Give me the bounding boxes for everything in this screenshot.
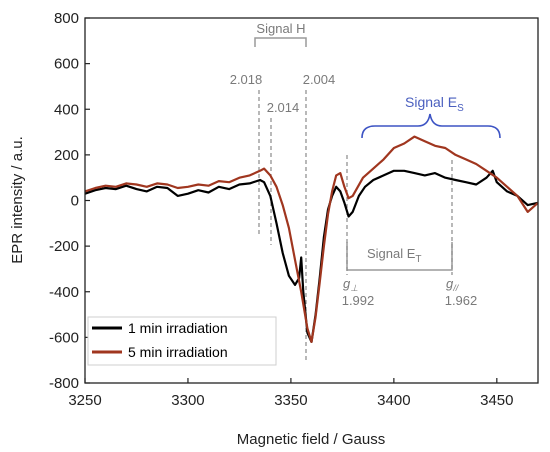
signal-h-label: Signal H	[256, 21, 305, 36]
series-5min-line	[84, 135, 539, 343]
g2014-label: 2.014	[267, 100, 300, 115]
signal-h-bracket	[254, 37, 307, 47]
signal-es-label: Signal ES	[405, 94, 464, 114]
y-tick-label: -400	[49, 284, 79, 301]
legend-label-5min: 5 min irradiation	[128, 344, 228, 360]
y-tick-label: 600	[54, 56, 79, 73]
g-perp-value: 1.992	[342, 293, 375, 308]
legend-box	[87, 316, 277, 366]
x-tick-label: 3250	[68, 392, 101, 409]
y-tick-label: -600	[49, 329, 79, 346]
annotation-group: Signal H 2.018 2.014 2.004 Signal ES Sig…	[230, 21, 501, 360]
signal-et-label: Signal ET	[367, 246, 422, 265]
y-tick-label: -800	[49, 375, 79, 392]
g2018-label: 2.018	[230, 72, 263, 87]
signal-es-brace	[361, 113, 501, 139]
x-tick-label: 3400	[377, 392, 410, 409]
series-group	[84, 135, 539, 343]
y-tick-label: 200	[54, 147, 79, 164]
y-tick-label: 800	[54, 10, 79, 27]
y-tick-label: -200	[49, 238, 79, 255]
y-tick-label: 0	[71, 193, 79, 210]
g-perp-label: g⊥	[343, 276, 358, 293]
plot-frame	[84, 17, 539, 384]
x-axis-title: Magnetic field / Gauss	[237, 431, 385, 448]
g-par-value: 1.962	[445, 293, 478, 308]
legend-label-1min: 1 min irradiation	[128, 320, 228, 336]
series-1min-line	[84, 169, 539, 343]
g2004-label: 2.004	[303, 72, 336, 87]
y-tick-label: 400	[54, 101, 79, 118]
y-axis-title: EPR intensity / a.u.	[9, 136, 26, 264]
x-tick-label: 3450	[480, 392, 513, 409]
x-tick-label: 3350	[274, 392, 307, 409]
legend: 1 min irradiation 5 min irradiation	[87, 316, 277, 366]
g-par-label: g//	[446, 276, 460, 293]
x-tick-label: 3300	[171, 392, 204, 409]
